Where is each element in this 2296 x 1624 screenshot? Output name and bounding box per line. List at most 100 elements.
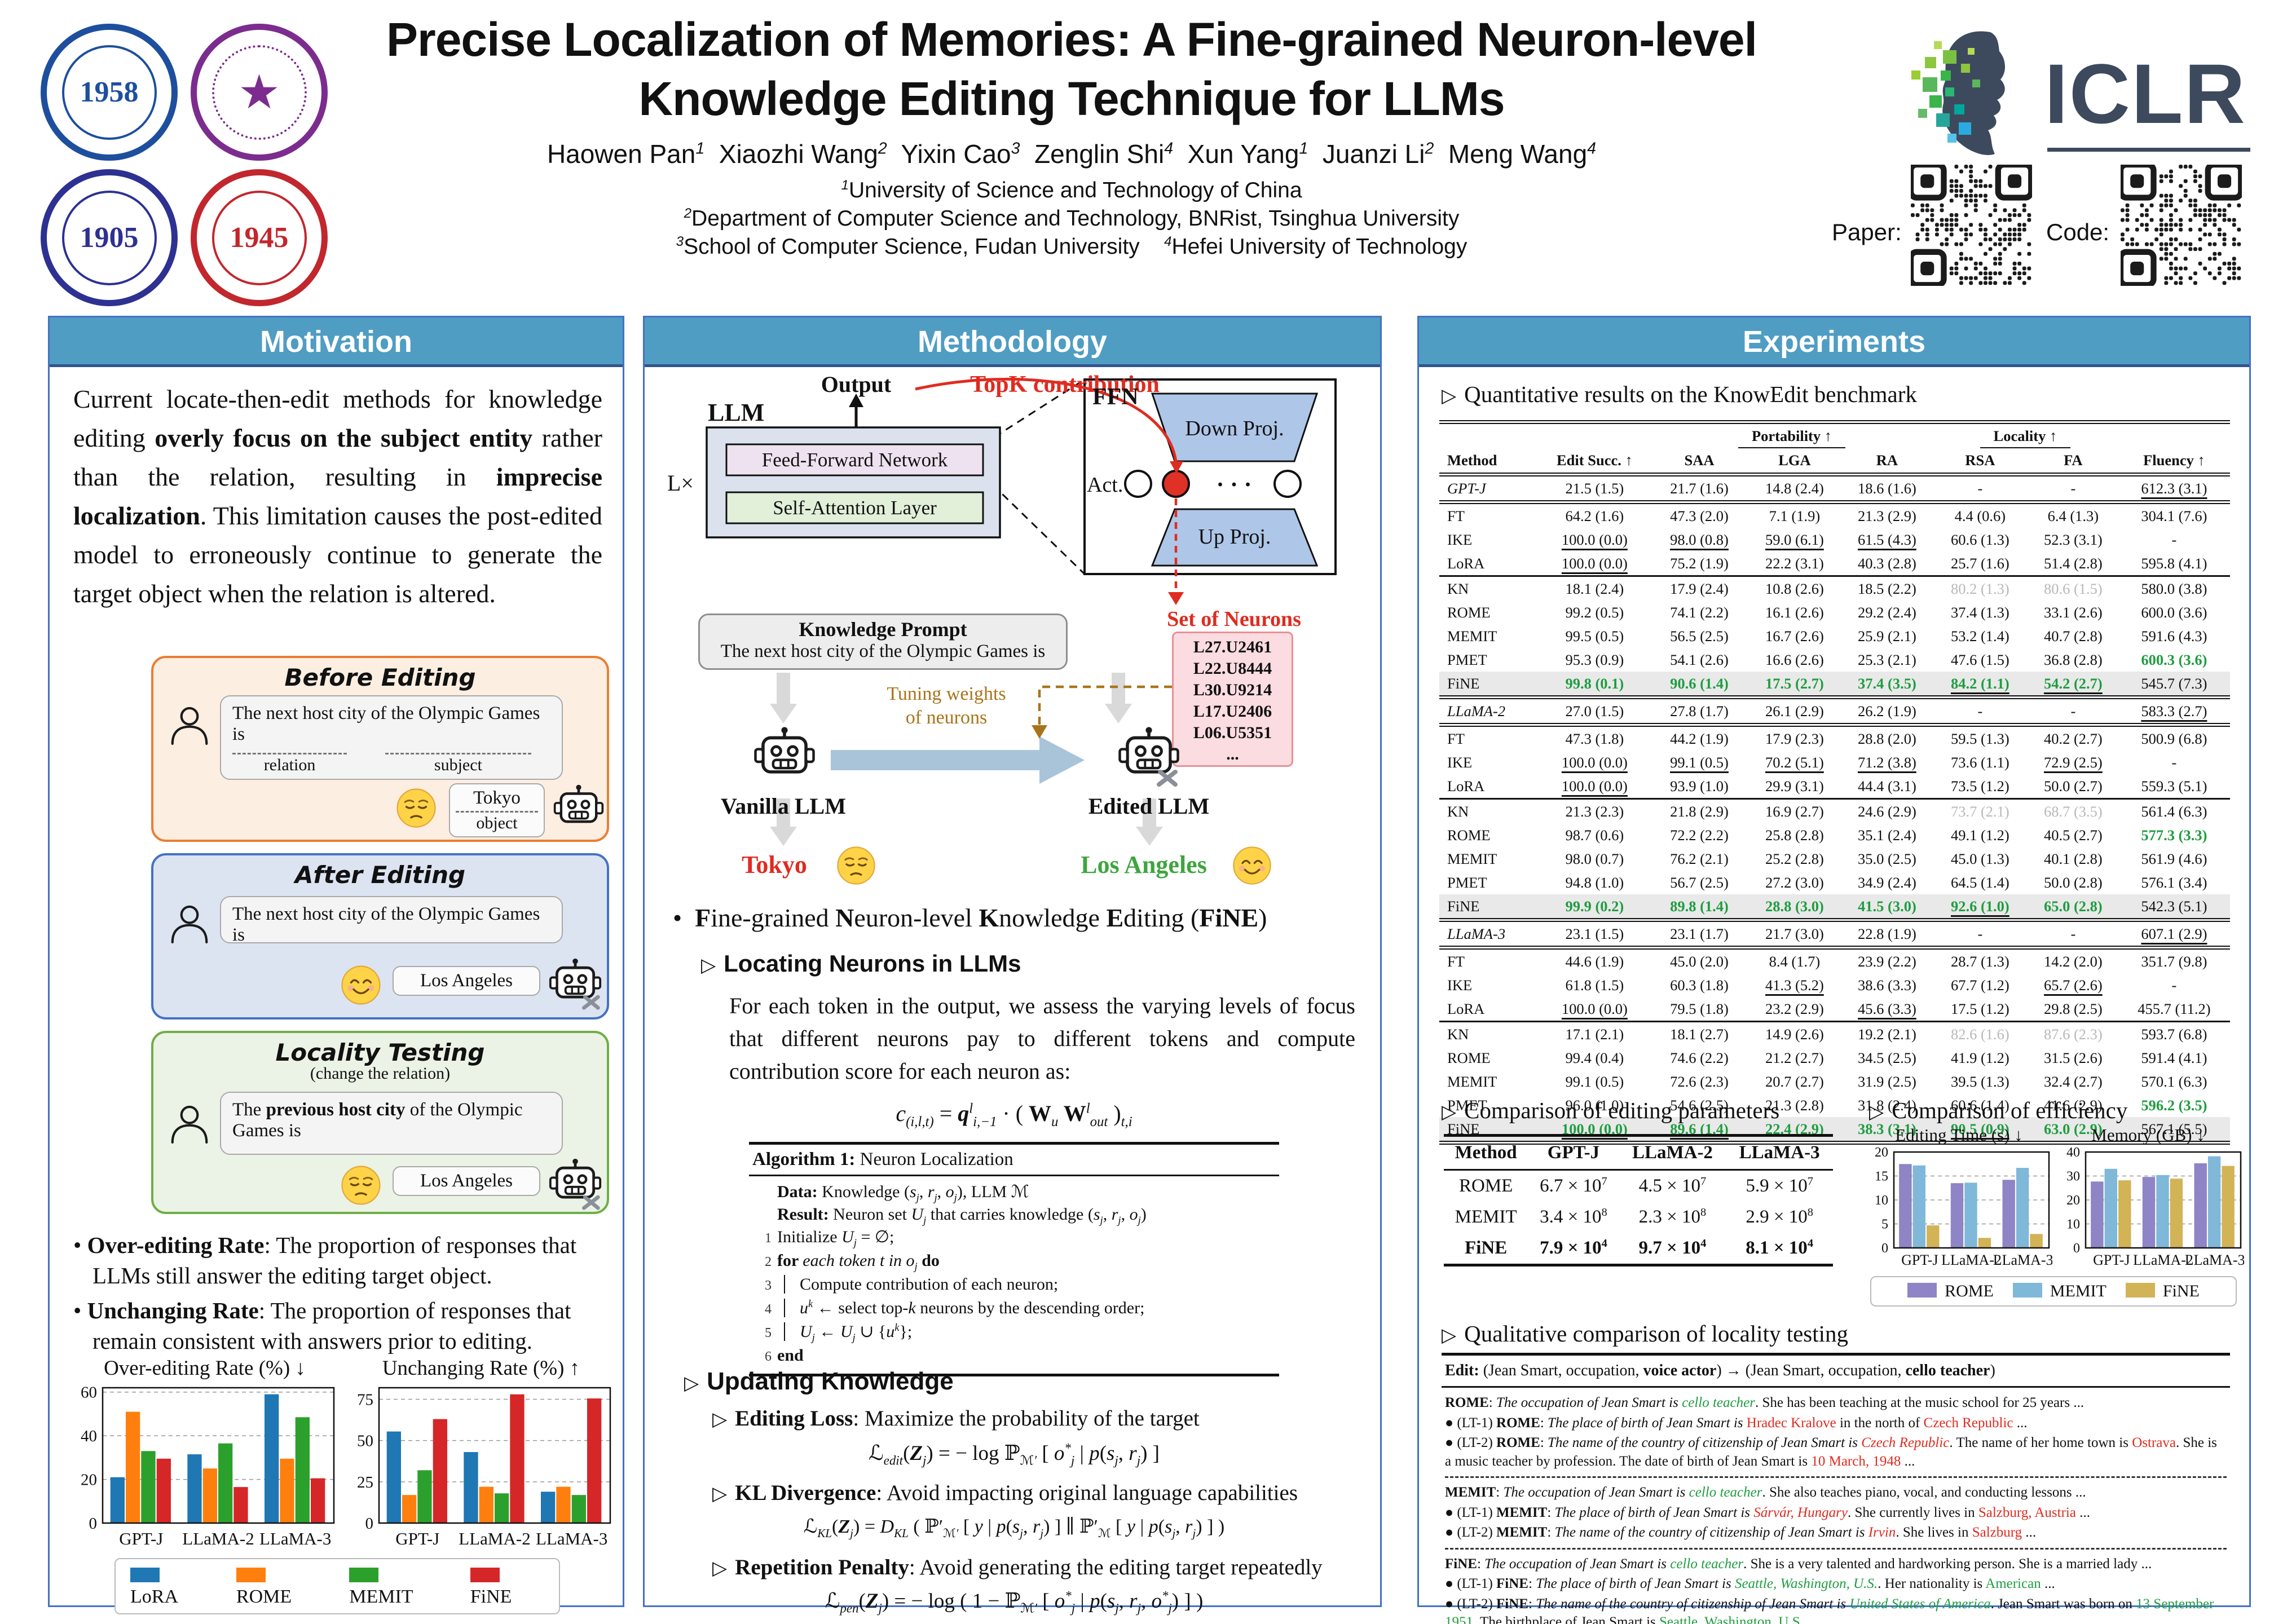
answer-chip: Los Angeles xyxy=(393,1166,540,1196)
legend-item: MEMIT xyxy=(2012,1282,2106,1301)
locality-example-line: ● (LT-1) ROME: The place of birth of Jea… xyxy=(1445,1415,2028,1431)
neuron-id: L06.U5351 xyxy=(1193,723,1272,742)
logo-ustc: 1958 xyxy=(41,24,178,161)
unchanging-chart-title: Unchanging Rate (%) ↑ xyxy=(382,1357,580,1380)
subject-label: subject xyxy=(385,753,532,775)
svg-text:0: 0 xyxy=(1881,1241,1888,1256)
table-row: ROME 99.2 (0.5) 74.1 (2.2) 16.1 (2.6) 29.2 (… xyxy=(1447,603,2207,621)
svg-text:LLaMA-2: LLaMA-2 xyxy=(1941,1252,2002,1268)
algorithm-line: 2 for each token t in oj do xyxy=(765,1251,940,1273)
affiliation-2: 2Department of Computer Science and Tech… xyxy=(684,206,1460,231)
set-of-neurons-label: Set of Neurons xyxy=(1167,607,1301,631)
iclr-wordmark: ICLR xyxy=(2044,46,2246,141)
qualitative-heading: ▷ Qualitative comparison of locality test… xyxy=(1442,1321,1849,1347)
over-editing-chart-title: Over-editing Rate (%) ↓ xyxy=(104,1357,306,1380)
table-row: MEMIT 3.4 × 108 2.3 × 108 2.9 × 108 xyxy=(1455,1206,1813,1227)
svg-text:5: 5 xyxy=(1881,1217,1888,1232)
table-row: ROME 6.7 × 107 4.5 × 107 5.9 × 107 xyxy=(1458,1175,1813,1196)
algorithm-box: Algorithm 1: Neuron Localization Data: K… xyxy=(749,1142,1279,1376)
locality-testing-title: Locality Testing xyxy=(275,1039,485,1066)
robot-wrench-icon xyxy=(548,1157,602,1211)
arrowhead-icon: ▷ xyxy=(1442,1102,1457,1123)
locality-examples-box: Edit: (Jean Smart, occupation, voice act… xyxy=(1442,1353,2230,1624)
editing-loss-formula: ℒedit(Zj) = − log ℙℳ′ [ o*j | p(sj, rj) … xyxy=(869,1441,1160,1468)
arrowhead-icon: ▷ xyxy=(1442,1325,1457,1346)
legend-item: MEMIT xyxy=(349,1565,444,1608)
over-editing-definition: • Over-editing Rate: The proportion of r… xyxy=(73,1232,577,1289)
table-row: PMET 94.8 (1.0) 56.7 (2.5) 27.2 (3.0) 34.9 (… xyxy=(1447,873,2207,891)
right-answer-label: Los Angeles xyxy=(1081,851,1207,879)
svg-text:0: 0 xyxy=(365,1515,374,1533)
method-diagram: Output TopK contribution LLM L× Feed-For… xyxy=(645,371,1383,887)
memory-chart-title: Memory (GB) ↓ xyxy=(2091,1125,2205,1145)
pensive-face-icon xyxy=(835,845,877,886)
prompt-text: The next host city of the Olympic Games … xyxy=(232,703,540,744)
llm-label: LLM xyxy=(708,399,765,426)
user-icon xyxy=(166,901,213,948)
svg-text:10: 10 xyxy=(1875,1193,1888,1208)
after-editing-card: After Editing The next host city of the … xyxy=(151,853,609,1020)
relation-label: relation xyxy=(232,753,347,775)
before-editing-title: Before Editing xyxy=(284,664,476,691)
locality-testing-subtitle: (change the relation) xyxy=(310,1064,451,1083)
prompt-text: The next host city of the Olympic Games … xyxy=(232,904,540,945)
edited-llm-label: Edited LLM xyxy=(1088,793,1210,819)
svg-text:GPT-J: GPT-J xyxy=(1901,1252,1938,1268)
table-row: FT 64.2 (1.6) 47.3 (2.0) 7.1 (1.9) 21.3 (2.9… xyxy=(1447,507,2207,524)
authors: Haowen Pan1 Xiaozhi Wang2 Yixin Cao3 Zen… xyxy=(547,139,1597,169)
svg-text:GPT-J: GPT-J xyxy=(119,1529,163,1548)
act-label: Act. xyxy=(1087,473,1123,497)
paper-qr-code-icon xyxy=(1911,165,2032,286)
table-row: LLaMA-2 27.0 (1.5) 27.8 (1.7) 26.1 (2.9) 26.… xyxy=(1439,695,2230,727)
svg-text:20: 20 xyxy=(81,1471,97,1489)
neuron-set-box: L27.U2461 L22.U8444 L30.U9214 L17.U2406 L06.… xyxy=(1172,632,1293,767)
motivation-title: Motivation xyxy=(50,317,623,367)
logo-hfut-label: 1945 xyxy=(211,190,307,285)
motivation-paragraph: Current locate-then-edit methods for kno… xyxy=(73,385,602,608)
neuron-id: L30.U9214 xyxy=(1193,681,1272,699)
svg-text:50: 50 xyxy=(357,1432,373,1450)
affiliation-1: 1University of Science and Technology of… xyxy=(841,178,1302,202)
logo-hfut: 1945 xyxy=(191,169,328,306)
table-row: FiNE 7.9 × 104 9.7 × 104 8.1 × 104 xyxy=(1465,1237,1814,1258)
knowledge-prompt-text: The next host city of the Olympic Games … xyxy=(720,641,1046,661)
algorithm-line: 4 uk ← select top-k neurons by the descen… xyxy=(765,1298,1145,1317)
table-row: PMET 95.3 (0.9) 54.1 (2.6) 16.6 (2.6) 25.3 (… xyxy=(1447,651,2207,668)
arrowhead-icon: ▷ xyxy=(712,1484,728,1504)
legend-item: FiNE xyxy=(470,1565,544,1608)
neuron-id: ... xyxy=(1226,745,1239,764)
efficiency-heading: ▷ Comparison of efficiency xyxy=(1869,1097,2128,1123)
arrowhead-icon: ▷ xyxy=(684,1373,699,1394)
algorithm-title: Algorithm 1: Neuron Localization xyxy=(749,1145,1279,1176)
editing-loss-heading: ▷ Editing Loss: Maximize the probability … xyxy=(712,1406,1200,1431)
locality-example-line: MEMIT: The occupation of Jean Smart is c… xyxy=(1445,1485,2086,1501)
knowedit-results-table: Method Edit Succ. ↑ Portability ↑ Locality … xyxy=(1439,420,2230,1145)
down-proj-label: Down Proj. xyxy=(1185,417,1284,440)
after-editing-title: After Editing xyxy=(294,861,466,889)
answer-text: Tokyo xyxy=(473,788,521,808)
output-label: Output xyxy=(821,372,892,397)
repetition-penalty-heading: ▷ Repetition Penalty: Avoid generating th… xyxy=(712,1555,1323,1579)
editing-time-chart-title: Editing Time (s) ↓ xyxy=(1895,1125,2023,1145)
svg-text:LLaMA-3: LLaMA-3 xyxy=(259,1529,331,1548)
tuning-weights-label: Tuning weights of neurons xyxy=(887,683,1006,728)
logo-fudan: 1905 xyxy=(41,169,178,306)
user-icon xyxy=(166,702,213,749)
locality-example-line: ● (LT-2) FiNE: The name of the country o… xyxy=(1445,1596,2214,1624)
answer-chip: Los Angeles xyxy=(393,966,540,996)
locality-example-line: ● (LT-2) ROME: The name of the country o… xyxy=(1445,1435,2217,1469)
algorithm-line: 6 end xyxy=(765,1346,804,1365)
svg-text:40: 40 xyxy=(2066,1148,2080,1160)
table-row: PMET 96.0 (1.0) 54.6 (2.5) 21.3 (2.8) 31.8 (… xyxy=(1447,1096,2207,1114)
edit-triple-line: Edit: (Jean Smart, occupation, voice act… xyxy=(1442,1353,2230,1388)
table-row: MEMIT 98.0 (0.7) 76.2 (2.1) 25.2 (2.8) 35.0 … xyxy=(1447,850,2207,867)
table-row: MEMIT 99.5 (0.5) 56.5 (2.5) 16.7 (2.6) 25.9 … xyxy=(1447,627,2207,645)
ffn-label: FFN xyxy=(1092,384,1139,410)
kl-divergence-formula: ℒKL(Zj) = DKL ( ℙ′ℳ′ [ y | p(sj, rj) ] ∥… xyxy=(803,1516,1225,1540)
table-row: LoRA 100.0 (0.0) 79.5 (1.8) 23.2 (2.9) 45.6 … xyxy=(1447,1000,2211,1017)
svg-text:LLaMA-2: LLaMA-2 xyxy=(182,1529,254,1548)
knowledge-prompt-title: Knowledge Prompt xyxy=(799,618,967,641)
neuron-dots: · · · xyxy=(1216,472,1252,498)
